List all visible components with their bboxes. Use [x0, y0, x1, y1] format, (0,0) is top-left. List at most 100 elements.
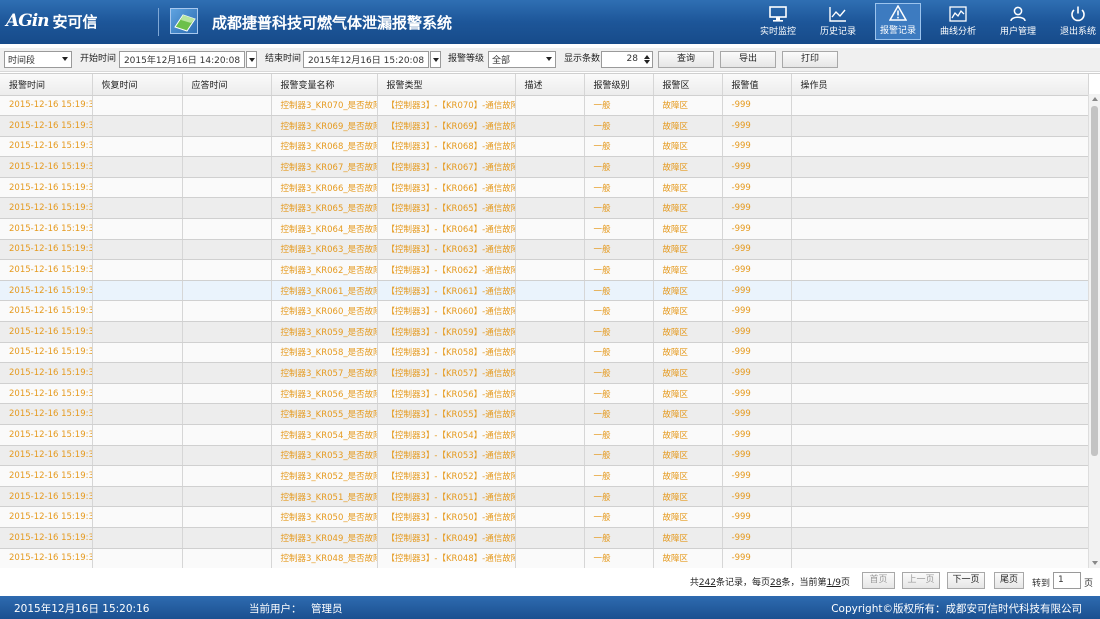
table-row[interactable]: 2015-12-16 15:19:39 控制器3_KR060_是否故障 【控制器3】…	[0, 300, 1089, 323]
table-row[interactable]: 2015-12-16 15:19:39 控制器3_KR069_是否故障 【控制器3】…	[0, 115, 1089, 137]
cell-alarm-level: 一般	[584, 445, 654, 467]
col-header-ack-time[interactable]: 应答时间	[182, 74, 272, 96]
table-row[interactable]: 2015-12-16 15:19:39 控制器3_KR061_是否故障 【控制器3】…	[0, 280, 1089, 302]
start-time-label: 开始时间	[80, 54, 117, 64]
cell-alarm-value: -999	[722, 95, 792, 117]
nav-realtime-monitor[interactable]: 实时监控	[748, 3, 808, 40]
period-select[interactable]: 时间段	[4, 51, 72, 68]
table-row[interactable]: 2015-12-16 15:19:39 控制器3_KR056_是否故障 【控制器3】…	[0, 383, 1089, 405]
table-row[interactable]: 2015-12-16 15:19:39 控制器3_KR054_是否故障 【控制器3】…	[0, 424, 1089, 446]
goto-page-input[interactable]: 1	[1053, 572, 1081, 589]
cell-ack-time	[182, 156, 272, 178]
scroll-down-icon[interactable]	[1092, 561, 1098, 565]
first-page-button[interactable]: 首页	[862, 572, 895, 589]
scroll-up-icon[interactable]	[1092, 97, 1098, 101]
table-scrollbar[interactable]	[1088, 94, 1100, 568]
table-row[interactable]: 2015-12-16 15:19:39 控制器3_KR049_是否故障 【控制器3】…	[0, 527, 1089, 549]
cell-alarm-area: 故障区	[653, 424, 723, 446]
cell-ack-time	[182, 486, 272, 508]
display-count-stepper[interactable]: 28	[601, 51, 653, 68]
table-row[interactable]: 2015-12-16 15:19:39 控制器3_KR067_是否故障 【控制器3】…	[0, 156, 1089, 178]
table-row[interactable]: 2015-12-16 15:19:39 控制器3_KR065_是否故障 【控制器3】…	[0, 197, 1089, 220]
print-button[interactable]: 打印	[782, 51, 838, 68]
prev-page-button[interactable]: 上一页	[902, 572, 940, 589]
next-page-button[interactable]: 下一页	[947, 572, 985, 589]
cell-alarm-type: 【控制器3】-【KR067】-通信故障	[377, 156, 516, 178]
table-row[interactable]: 2015-12-16 15:19:39 控制器3_KR064_是否故障 【控制器3】…	[0, 218, 1089, 240]
table-row[interactable]: 2015-12-16 15:19:39 控制器3_KR062_是否故障 【控制器3】…	[0, 259, 1089, 281]
col-header-alarm-level[interactable]: 报警级别	[584, 74, 654, 96]
query-button[interactable]: 查询	[658, 51, 714, 68]
cell-description	[515, 136, 585, 158]
cell-alarm-level: 一般	[584, 239, 654, 261]
col-header-description[interactable]: 描述	[515, 74, 585, 96]
last-page-button[interactable]: 尾页	[994, 572, 1024, 589]
display-count-label: 显示条数	[564, 54, 601, 64]
table-row[interactable]: 2015-12-16 15:19:39 控制器3_KR053_是否故障 【控制器3】…	[0, 445, 1089, 467]
cell-recover-time	[92, 424, 183, 446]
cell-description	[515, 362, 585, 384]
table-row[interactable]: 2015-12-16 15:19:39 控制器3_KR052_是否故障 【控制器3】…	[0, 465, 1089, 487]
table-row[interactable]: 2015-12-16 15:19:39 控制器3_KR055_是否故障 【控制器3】…	[0, 403, 1089, 425]
table-row[interactable]: 2015-12-16 15:19:39 控制器3_KR051_是否故障 【控制器3】…	[0, 486, 1089, 508]
stepper-up-icon[interactable]	[644, 55, 650, 59]
table-row[interactable]: 2015-12-16 15:19:39 控制器3_KR050_是否故障 【控制器3】…	[0, 506, 1089, 528]
cell-description	[515, 280, 585, 302]
start-time-dropdown[interactable]	[246, 51, 257, 68]
cell-alarm-level: 一般	[584, 486, 654, 508]
nav-user-management[interactable]: 用户管理	[988, 3, 1048, 40]
col-header-alarm-time[interactable]: 报警时间	[0, 74, 93, 96]
cell-recover-time	[92, 156, 183, 178]
cell-alarm-area: 故障区	[653, 445, 723, 467]
table-row[interactable]: 2015-12-16 15:19:39 控制器3_KR058_是否故障 【控制器3】…	[0, 342, 1089, 364]
start-time-field[interactable]: 2015年12月16日 14:20:08	[119, 51, 245, 68]
nav-curve-analysis[interactable]: 曲线分析	[928, 3, 988, 40]
table-row[interactable]: 2015-12-16 15:19:39 控制器3_KR063_是否故障 【控制器3】…	[0, 239, 1089, 261]
cell-ack-time	[182, 280, 272, 302]
user-icon	[1010, 6, 1026, 22]
table-row[interactable]: 2015-12-16 15:19:39 控制器3_KR066_是否故障 【控制器3】…	[0, 177, 1089, 199]
cell-variable-name: 控制器3_KR055_是否故障	[271, 403, 378, 425]
cell-alarm-type: 【控制器3】-【KR053】-通信故障	[377, 445, 516, 467]
stepper-down-icon[interactable]	[644, 60, 650, 64]
col-header-alarm-value[interactable]: 报警值	[722, 74, 792, 96]
col-header-alarm-area[interactable]: 报警区	[653, 74, 723, 96]
cell-alarm-area: 故障区	[653, 383, 723, 405]
end-time-field[interactable]: 2015年12月16日 15:20:08	[303, 51, 429, 68]
cell-alarm-type: 【控制器3】-【KR062】-通信故障	[377, 259, 516, 281]
end-time-dropdown[interactable]	[430, 51, 441, 68]
col-header-alarm-type[interactable]: 报警类型	[377, 74, 516, 96]
cell-recover-time	[92, 362, 183, 384]
col-header-operator[interactable]: 操作员	[791, 74, 1089, 96]
export-button[interactable]: 导出	[720, 51, 776, 68]
cell-ack-time	[182, 465, 272, 487]
scrollbar-thumb[interactable]	[1091, 106, 1098, 456]
cell-operator	[791, 95, 1089, 117]
table-row[interactable]: 2015-12-16 15:19:39 控制器3_KR059_是否故障 【控制器3】…	[0, 321, 1089, 343]
alarm-level-select[interactable]: 全部	[488, 51, 556, 68]
nav-exit-system[interactable]: 退出系统	[1048, 3, 1100, 40]
cell-alarm-type: 【控制器3】-【KR048】-通信故障	[377, 548, 516, 568]
col-header-recover-time[interactable]: 恢复时间	[92, 74, 183, 96]
nav-history[interactable]: 历史记录	[808, 3, 868, 40]
cell-operator	[791, 424, 1089, 446]
table-row[interactable]: 2015-12-16 15:19:39 控制器3_KR070_是否故障 【控制器3】…	[0, 95, 1089, 117]
cell-operator	[791, 156, 1089, 178]
table-row[interactable]: 2015-12-16 15:19:39 控制器3_KR057_是否故障 【控制器3】…	[0, 362, 1089, 384]
cell-operator	[791, 342, 1089, 364]
cell-alarm-time: 2015-12-16 15:19:39	[0, 527, 93, 549]
cell-alarm-time: 2015-12-16 15:19:39	[0, 218, 93, 240]
nav-alarm-records[interactable]: 报警记录	[875, 3, 921, 40]
cell-operator	[791, 280, 1089, 302]
table-row[interactable]: 2015-12-16 15:19:39 控制器3_KR068_是否故障 【控制器3】…	[0, 136, 1089, 158]
cell-operator	[791, 259, 1089, 281]
cell-alarm-time: 2015-12-16 15:19:39	[0, 403, 93, 425]
cell-ack-time	[182, 218, 272, 240]
cell-description	[515, 486, 585, 508]
goto-suffix: 页	[1084, 579, 1094, 589]
table-row[interactable]: 2015-12-16 15:19:39 控制器3_KR048_是否故障 【控制器3】…	[0, 548, 1089, 568]
system-title: 成都捷普科技可燃气体泄漏报警系统	[212, 14, 453, 32]
col-header-variable-name[interactable]: 报警变量名称	[271, 74, 378, 96]
cell-alarm-level: 一般	[584, 383, 654, 405]
cell-alarm-area: 故障区	[653, 342, 723, 364]
